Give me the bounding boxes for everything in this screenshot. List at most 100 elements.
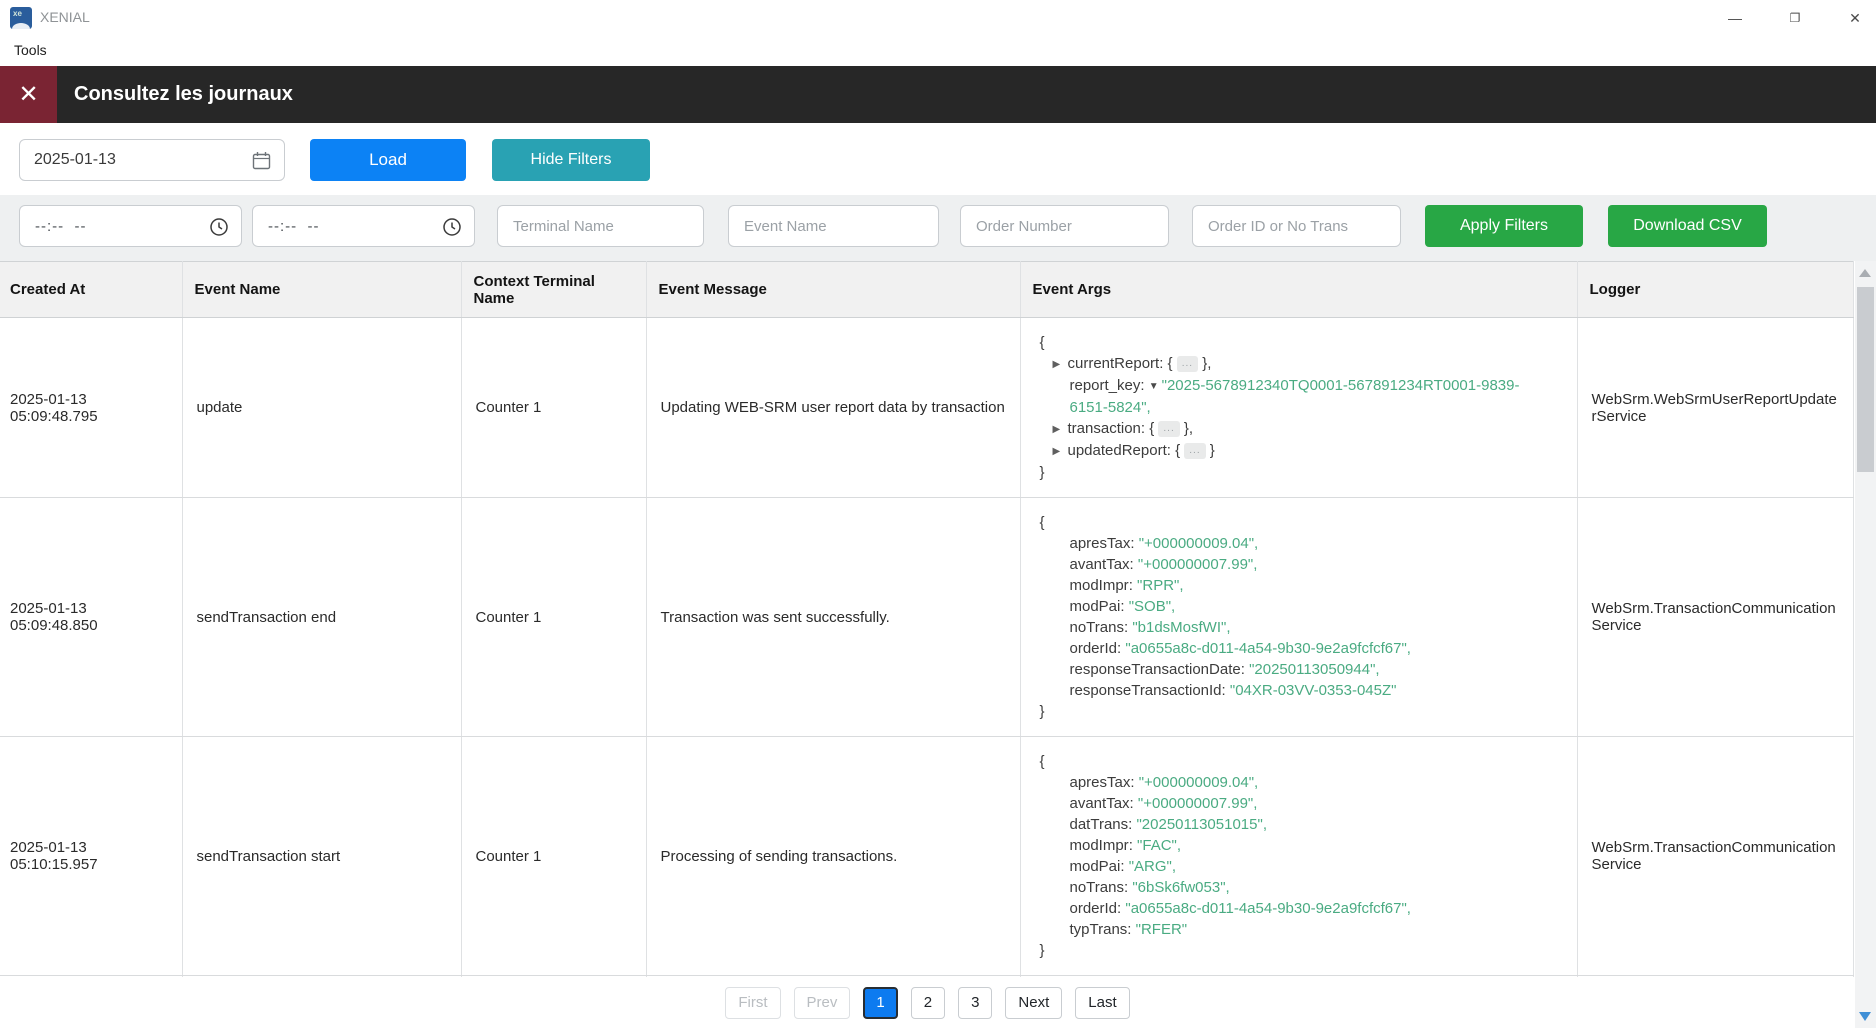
json-text: }: [1039, 942, 1045, 959]
json-text: },: [1198, 355, 1212, 372]
clock-icon[interactable]: [442, 217, 462, 237]
window-close-button[interactable]: ✕: [1849, 10, 1861, 26]
json-string-value: "b1dsMosfWI",: [1132, 619, 1231, 636]
json-string-value: "ARG",: [1128, 858, 1177, 875]
order-number-field[interactable]: [960, 205, 1169, 247]
date-input[interactable]: [20, 140, 284, 180]
cell-event-message: Processing of sending transactions.: [646, 736, 1021, 976]
time-to-input[interactable]: [253, 206, 474, 246]
terminal-name-input[interactable]: [498, 206, 703, 246]
vertical-scrollbar[interactable]: [1855, 261, 1876, 1028]
terminal-name-field[interactable]: [497, 205, 704, 247]
json-line: }: [1040, 462, 1553, 483]
scroll-up-icon[interactable]: [1859, 269, 1871, 277]
close-panel-button[interactable]: ✕: [0, 66, 57, 123]
json-string-value: "6bSk6fw053",: [1132, 879, 1230, 896]
download-csv-button[interactable]: Download CSV: [1608, 205, 1767, 247]
column-header: Event Message: [646, 261, 1021, 318]
clock-icon[interactable]: [209, 217, 229, 237]
collapsed-object-chip[interactable]: ...: [1184, 443, 1206, 459]
cell-context-terminal-name: Counter 1: [461, 497, 647, 737]
page-header: ✕ Consultez les journaux: [0, 66, 1876, 123]
json-line: typTrans: "RFER": [1040, 919, 1553, 940]
menu-tools[interactable]: Tools: [14, 42, 47, 58]
table-row: 2025-01-13 05:10:15.957 sendTransaction s…: [0, 736, 1854, 976]
time-from-input[interactable]: [20, 206, 241, 246]
order-id-input[interactable]: [1193, 206, 1400, 246]
app-logo-cloud: [12, 23, 30, 29]
json-string-value: "RPR",: [1137, 577, 1184, 594]
load-button[interactable]: Load: [310, 139, 466, 181]
collapsed-object-chip[interactable]: ...: [1176, 356, 1199, 372]
cell-event-args: {apresTax: "+000000009.04", avantTax: "+0…: [1020, 497, 1578, 737]
json-text: :: [1130, 774, 1139, 791]
pagination-last-button[interactable]: Last: [1075, 986, 1130, 1019]
pagination-page-button[interactable]: 2: [910, 986, 946, 1019]
json-string-value: "+000000009.04",: [1138, 774, 1259, 791]
json-line: modImpr: "RPR",: [1040, 575, 1553, 596]
log-table-container: Created At Event Name Context Terminal Nam…: [0, 261, 1855, 977]
json-text: {: [1039, 514, 1045, 531]
apply-filters-button[interactable]: Apply Filters: [1425, 205, 1583, 247]
json-text: : {: [1140, 420, 1159, 437]
json-key: responseTransactionDate: [1069, 661, 1241, 678]
json-text: {: [1039, 753, 1045, 770]
json-text: :: [1128, 577, 1138, 594]
time-from-field[interactable]: [19, 205, 242, 247]
json-text: {: [1039, 334, 1045, 351]
scroll-down-icon[interactable]: [1859, 1012, 1871, 1021]
order-number-input[interactable]: [961, 206, 1168, 246]
hide-filters-button[interactable]: Hide Filters: [492, 139, 650, 181]
json-text: :: [1130, 535, 1139, 552]
json-string-value: "2025-5678912340TQ0001-567891234RT0001-9…: [1069, 377, 1520, 416]
json-line: report_key: ▼ "2025-5678912340TQ0001-5678…: [1040, 375, 1553, 418]
cell-context-terminal-name: Counter 1: [461, 975, 647, 977]
event-name-input[interactable]: [729, 206, 938, 246]
collapse-icon[interactable]: ▼: [1148, 381, 1159, 392]
json-text: :: [1128, 816, 1137, 833]
time-to-field[interactable]: [252, 205, 475, 247]
column-header: Event Args: [1020, 261, 1578, 318]
json-key: orderId: [1069, 900, 1118, 917]
cell-event-args: {▶currentReport: { ... },report_key: ▼"2…: [1020, 975, 1578, 977]
table-row: 2025-01-13 05:09:48.850 sendTransaction e…: [0, 497, 1854, 737]
scrollbar-thumb[interactable]: [1857, 287, 1874, 472]
json-text: :: [1128, 837, 1138, 854]
calendar-icon[interactable]: [251, 150, 272, 171]
json-text: : {: [1159, 355, 1177, 372]
json-string-value: "+000000007.99",: [1137, 795, 1258, 812]
expand-icon[interactable]: ▶: [1052, 359, 1061, 370]
event-name-field[interactable]: [728, 205, 939, 247]
json-line: {: [1040, 751, 1553, 772]
json-text: }: [1039, 464, 1045, 481]
cell-event-name: sendTransaction end: [182, 497, 462, 737]
date-picker[interactable]: [19, 139, 285, 181]
log-table-body: 2025-01-13 05:09:48.795 update Counter 1 Up…: [0, 317, 1854, 977]
pagination-first-button[interactable]: First: [725, 986, 781, 1019]
pagination-page-button[interactable]: 3: [958, 986, 993, 1019]
pagination-next-button[interactable]: Next: [1005, 986, 1063, 1019]
json-key: apresTax: [1069, 774, 1131, 791]
cell-event-name: sendTransaction start: [182, 736, 462, 976]
collapsed-object-chip[interactable]: ...: [1158, 421, 1180, 437]
json-line: modPai: "SOB",: [1040, 596, 1553, 617]
json-key: transaction: [1067, 420, 1141, 437]
json-text: :: [1117, 640, 1126, 657]
json-text: :: [1240, 661, 1250, 678]
order-id-field[interactable]: [1192, 205, 1401, 247]
expand-icon[interactable]: ▶: [1052, 446, 1061, 457]
json-text: :: [1129, 556, 1138, 573]
pagination-page-button[interactable]: 1: [863, 986, 898, 1019]
pagination-prev-button[interactable]: Prev: [793, 986, 851, 1019]
json-line: orderId: "a0655a8c-d011-4a54-9b30-9e2a9f…: [1040, 638, 1553, 659]
json-line: apresTax: "+000000009.04",: [1040, 533, 1553, 554]
json-line: responseTransactionId: "04XR-03VV-0353-0…: [1040, 680, 1553, 701]
minimize-button[interactable]: —: [1728, 10, 1742, 26]
maximize-button[interactable]: ❐: [1789, 11, 1801, 25]
json-line: noTrans: "b1dsMosfWI",: [1040, 617, 1553, 638]
app-logo-letters: xe: [13, 9, 22, 18]
json-string-value: "+000000007.99",: [1137, 556, 1258, 573]
expand-icon[interactable]: ▶: [1052, 424, 1061, 435]
json-text: : {: [1166, 442, 1185, 459]
json-text: :: [1123, 619, 1133, 636]
